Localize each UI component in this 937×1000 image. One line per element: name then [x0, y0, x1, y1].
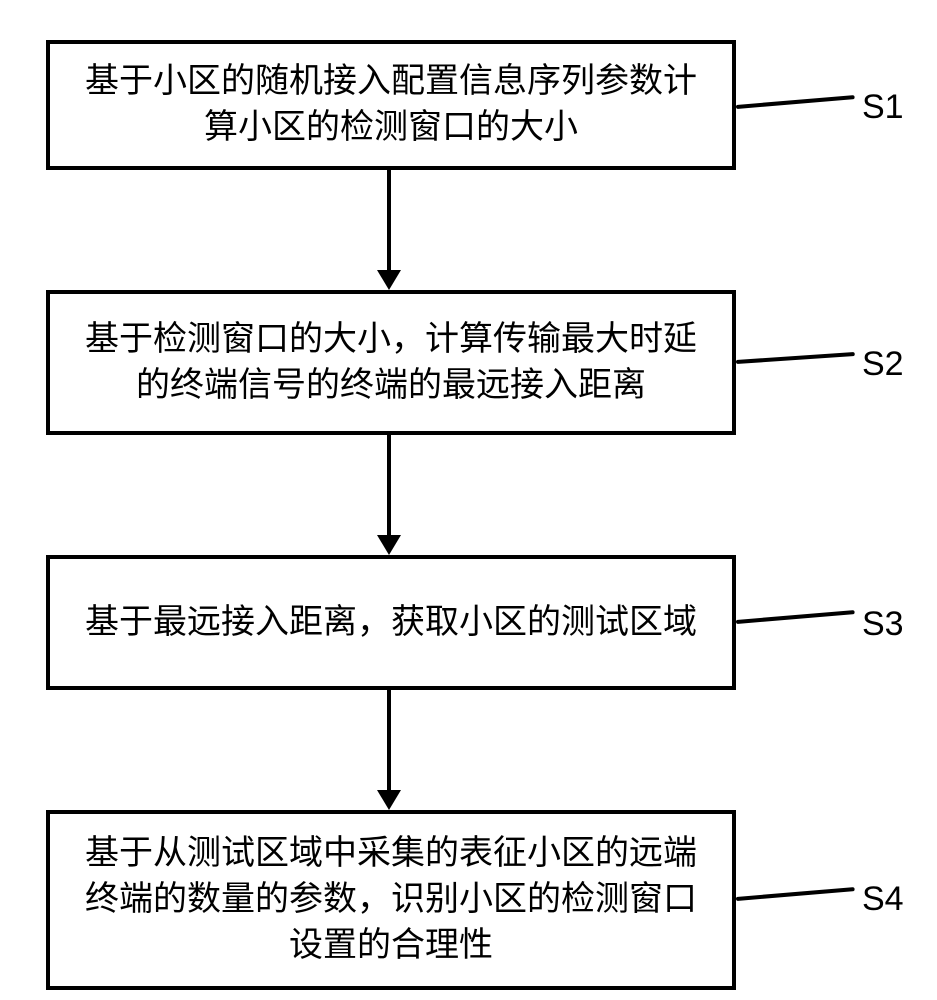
connector-n2: [736, 352, 855, 364]
flow-node-n2: 基于检测窗口的大小，计算传输最大时延的终端信号的终端的最远接入距离: [46, 290, 736, 435]
step-label-s4: S4: [862, 880, 904, 919]
edge-arrowhead: [377, 535, 401, 555]
flow-node-text: 基于检测窗口的大小，计算传输最大时延的终端信号的终端的最远接入距离: [70, 317, 712, 409]
connector-n4: [736, 887, 855, 901]
edge-line: [387, 690, 391, 790]
flowchart-canvas: 基于小区的随机接入配置信息序列参数计算小区的检测窗口的大小 S1 基于检测窗口的大小…: [0, 0, 937, 1000]
edge-arrowhead: [377, 790, 401, 810]
edge-arrowhead: [377, 270, 401, 290]
step-label-s1: S1: [862, 88, 904, 127]
connector-n1: [736, 95, 855, 109]
flow-node-text: 基于从测试区域中采集的表征小区的远端终端的数量的参数，识别小区的检测窗口设置的合…: [70, 831, 712, 969]
flow-node-text: 基于最远接入距离，获取小区的测试区域: [85, 600, 697, 646]
edge-line: [387, 170, 391, 270]
step-label-s3: S3: [862, 605, 904, 644]
flow-node-n1: 基于小区的随机接入配置信息序列参数计算小区的检测窗口的大小: [46, 40, 736, 170]
step-label-s2: S2: [862, 345, 904, 384]
flow-node-n4: 基于从测试区域中采集的表征小区的远端终端的数量的参数，识别小区的检测窗口设置的合…: [46, 810, 736, 990]
edge-line: [387, 435, 391, 535]
flow-node-text: 基于小区的随机接入配置信息序列参数计算小区的检测窗口的大小: [70, 59, 712, 151]
connector-n3: [736, 610, 855, 624]
flow-node-n3: 基于最远接入距离，获取小区的测试区域: [46, 555, 736, 690]
